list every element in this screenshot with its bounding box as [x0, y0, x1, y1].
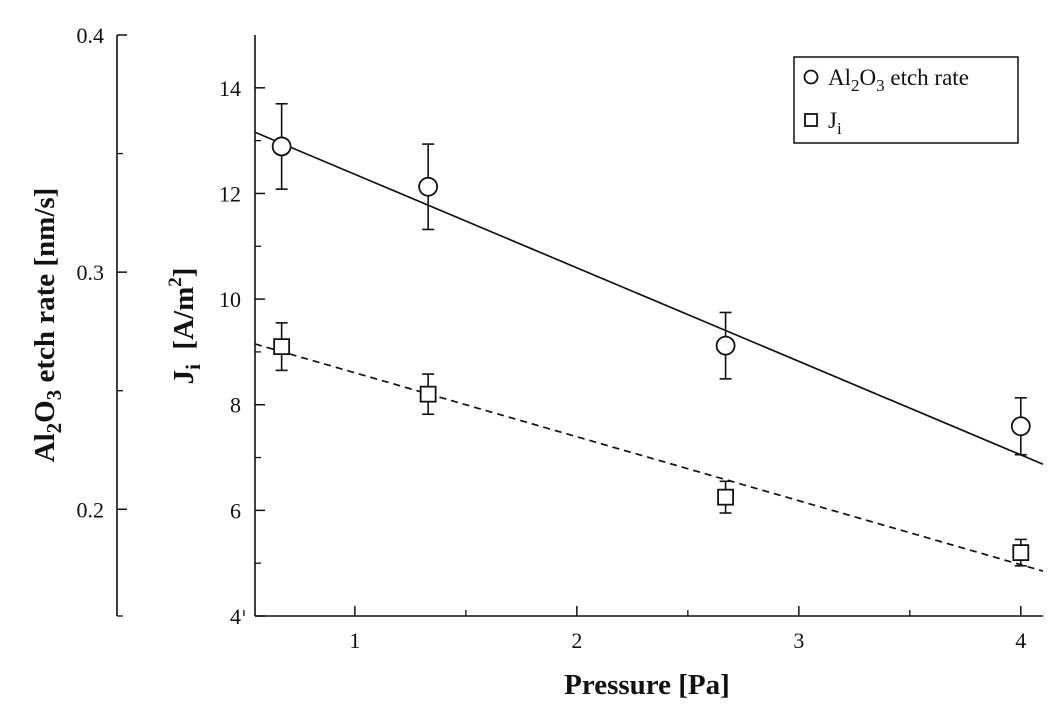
legend-entry-etch-rate: Al2O3 etch rate: [828, 65, 969, 95]
left-tick-label: 0.3: [77, 260, 105, 285]
jion-axis-title: Ji [A/m2]: [165, 268, 205, 385]
legend-square-marker: [804, 113, 818, 127]
jion-point: [1012, 544, 1030, 562]
pressure-tick-label: 3: [793, 628, 804, 653]
etch-rate-point: [418, 176, 439, 197]
jion-axis: 4 6 8 10 12 14: [219, 76, 265, 629]
jion-point: [717, 488, 734, 506]
legend-box: [793, 56, 1019, 144]
etch-rate-point: [715, 335, 736, 356]
legend-circle-marker: [803, 69, 819, 85]
etch-rate-point: [271, 136, 292, 157]
jion-tick-label: 14: [219, 76, 241, 101]
jion-tick-label: 6: [230, 498, 241, 523]
pressure-tick-label: 1: [349, 628, 360, 653]
etch-rate-fit-line: [254, 131, 1044, 466]
plot-frame: [254, 35, 1043, 617]
legend-entry-jion: Ji: [828, 108, 842, 138]
pressure-axis: 1 2 3 4: [243, 606, 1026, 653]
etch-rate-point: [1010, 416, 1031, 437]
jion-tick-label: 4: [230, 604, 241, 629]
jion-point: [273, 338, 291, 356]
pressure-tick-label: 4: [1015, 628, 1026, 653]
pressure-axis-title: Pressure [Pa]: [564, 669, 730, 701]
data-points: [271, 102, 1031, 567]
legend: Al2O3 etch rate Ji: [793, 56, 1019, 144]
left-tick-label: 0.4: [77, 23, 105, 48]
jion-tick-label: 8: [230, 393, 241, 418]
left-tick-label: 0.2: [77, 497, 105, 522]
left-axis-title: Al2O3 etch rate [nm/s]: [29, 188, 66, 463]
jion-tick-label: 12: [219, 181, 241, 206]
jion-tick-label: 10: [219, 287, 241, 312]
fit-lines: [254, 131, 1044, 572]
left-axis: 0.2 0.3 0.4: [77, 23, 127, 617]
jion-point: [419, 385, 437, 403]
jion-fit-line: [254, 343, 1044, 572]
pressure-tick-label: 2: [571, 628, 582, 653]
